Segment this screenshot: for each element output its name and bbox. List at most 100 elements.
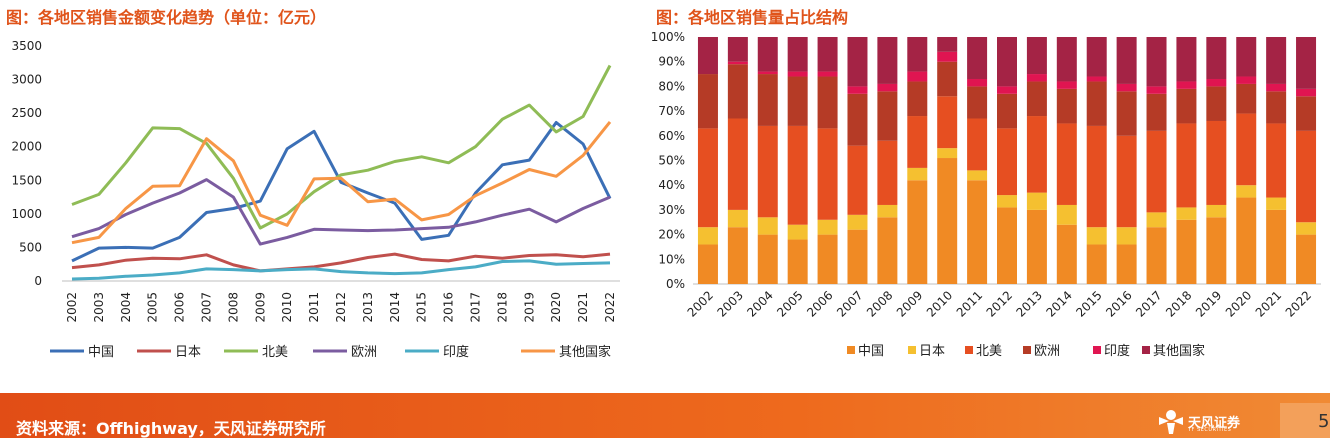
x-tick-label: 2007 <box>200 292 214 323</box>
series-line-5 <box>71 259 611 281</box>
legend-swatch-6 <box>1142 346 1150 354</box>
bar-segment-6 <box>1146 37 1167 87</box>
bar-segment-3 <box>847 145 868 215</box>
bar-segment-2 <box>727 209 748 228</box>
legend-swatch-3 <box>965 346 973 354</box>
bar-segment-4 <box>1146 93 1167 131</box>
y-tick-label: 2000 <box>11 140 42 154</box>
sales-volume-stacked-bar-chart: 0%10%20%30%40%50%60%70%80%90%100%2002200… <box>651 30 1321 359</box>
bar-segment-1 <box>817 234 838 284</box>
bar-segment-4 <box>997 93 1017 129</box>
bar-segment-3 <box>967 118 988 171</box>
x-tick-label: 2002 <box>685 288 716 319</box>
bar-segment-5 <box>1086 76 1107 82</box>
y-tick-label: 70% <box>658 104 685 118</box>
tf-securities-logo-icon <box>1159 410 1183 434</box>
legend-label-1: 中国 <box>88 345 114 360</box>
bar-segment-3 <box>1296 130 1317 223</box>
bar-segment-2 <box>817 219 838 235</box>
bar-segment-4 <box>817 76 838 129</box>
legend-swatch-1 <box>847 346 855 354</box>
bar-segment-4 <box>727 64 748 119</box>
x-tick-label: 2006 <box>173 292 187 323</box>
bar-segment-2 <box>1026 192 1047 210</box>
bar-segment-6 <box>1176 37 1197 82</box>
bar-segment-2 <box>1116 227 1137 245</box>
bar-segment-2 <box>757 217 778 235</box>
x-tick-label: 2013 <box>361 292 375 323</box>
bar-segment-6 <box>787 37 808 72</box>
bar-segment-5 <box>1146 86 1167 94</box>
bar-segment-6 <box>757 37 778 72</box>
legend-swatch-4 <box>1023 346 1031 354</box>
x-tick-label: 2019 <box>1193 288 1224 319</box>
y-tick-label: 90% <box>658 55 685 69</box>
x-tick-label: 2018 <box>495 292 509 323</box>
y-tick-label: 40% <box>658 178 685 192</box>
bar-segment-3 <box>697 128 718 228</box>
legend-label-4: 欧洲 <box>351 345 377 360</box>
x-tick-label: 2020 <box>1223 288 1254 319</box>
bar-segment-3 <box>1176 123 1197 208</box>
bar-segment-5 <box>817 71 838 77</box>
bar-segment-2 <box>1146 212 1167 228</box>
y-tick-label: 3000 <box>11 73 42 87</box>
y-tick-label: 100% <box>651 30 685 44</box>
bar-segment-1 <box>697 244 718 284</box>
x-tick-label: 2010 <box>924 288 955 319</box>
bar-segment-6 <box>697 37 718 75</box>
bar-segment-2 <box>877 204 898 218</box>
x-tick-label: 2012 <box>334 292 348 323</box>
bar-segment-4 <box>907 81 928 117</box>
bar-segment-3 <box>1236 113 1257 186</box>
x-tick-label: 2014 <box>1043 288 1074 319</box>
bar-segment-6 <box>937 37 958 52</box>
y-tick-label: 50% <box>658 154 685 168</box>
bar-segment-3 <box>1266 123 1287 198</box>
bar-segment-2 <box>967 170 988 181</box>
bar-segment-5 <box>1266 83 1287 92</box>
bar-segment-1 <box>967 180 988 284</box>
bar-segment-3 <box>997 128 1017 196</box>
x-tick-label: 2009 <box>894 288 925 319</box>
x-tick-label: 2013 <box>1014 288 1045 319</box>
bar-segment-4 <box>697 74 718 129</box>
bar-segment-5 <box>1296 88 1317 97</box>
x-tick-label: 2017 <box>469 292 483 323</box>
y-tick-label: 2500 <box>11 106 42 120</box>
footer-source-text: 资料来源：Offhighway，天风证券研究所 <box>16 419 326 438</box>
x-tick-label: 2011 <box>307 292 321 323</box>
bar-segment-5 <box>877 83 898 92</box>
bar-segment-4 <box>787 76 808 126</box>
y-tick-label: 80% <box>658 79 685 93</box>
y-tick-label: 30% <box>658 203 685 217</box>
bar-segment-3 <box>877 140 898 205</box>
bar-segment-4 <box>757 74 778 126</box>
y-tick-label: 500 <box>19 240 42 254</box>
bar-segment-1 <box>757 234 778 284</box>
y-tick-label: 0 <box>34 274 42 288</box>
bar-segment-3 <box>817 128 838 220</box>
bar-segment-1 <box>1146 227 1167 284</box>
bar-segment-2 <box>1056 204 1077 225</box>
bar-segment-5 <box>937 51 958 62</box>
bar-chart-title: 图：各地区销售量占比结构 <box>656 8 849 27</box>
x-tick-label: 2003 <box>92 292 106 323</box>
x-tick-label: 2018 <box>1163 288 1194 319</box>
bar-segment-1 <box>847 229 868 284</box>
bar-segment-4 <box>1296 96 1317 131</box>
x-tick-label: 2007 <box>834 288 865 319</box>
bar-segment-6 <box>907 37 928 72</box>
bar-segment-6 <box>847 37 868 87</box>
x-tick-label: 2005 <box>146 292 160 323</box>
legend-label-6: 其他国家 <box>1153 343 1205 359</box>
bar-segment-5 <box>1176 81 1197 89</box>
bar-segment-6 <box>1116 37 1137 84</box>
legend-label-6: 其他国家 <box>559 344 611 360</box>
bar-segment-5 <box>1026 74 1047 82</box>
x-tick-label: 2020 <box>549 292 563 323</box>
bar-segment-3 <box>1116 135 1137 228</box>
bar-segment-6 <box>1266 37 1287 84</box>
bar-segment-5 <box>997 86 1017 94</box>
legend-label-5: 印度 <box>443 344 469 360</box>
